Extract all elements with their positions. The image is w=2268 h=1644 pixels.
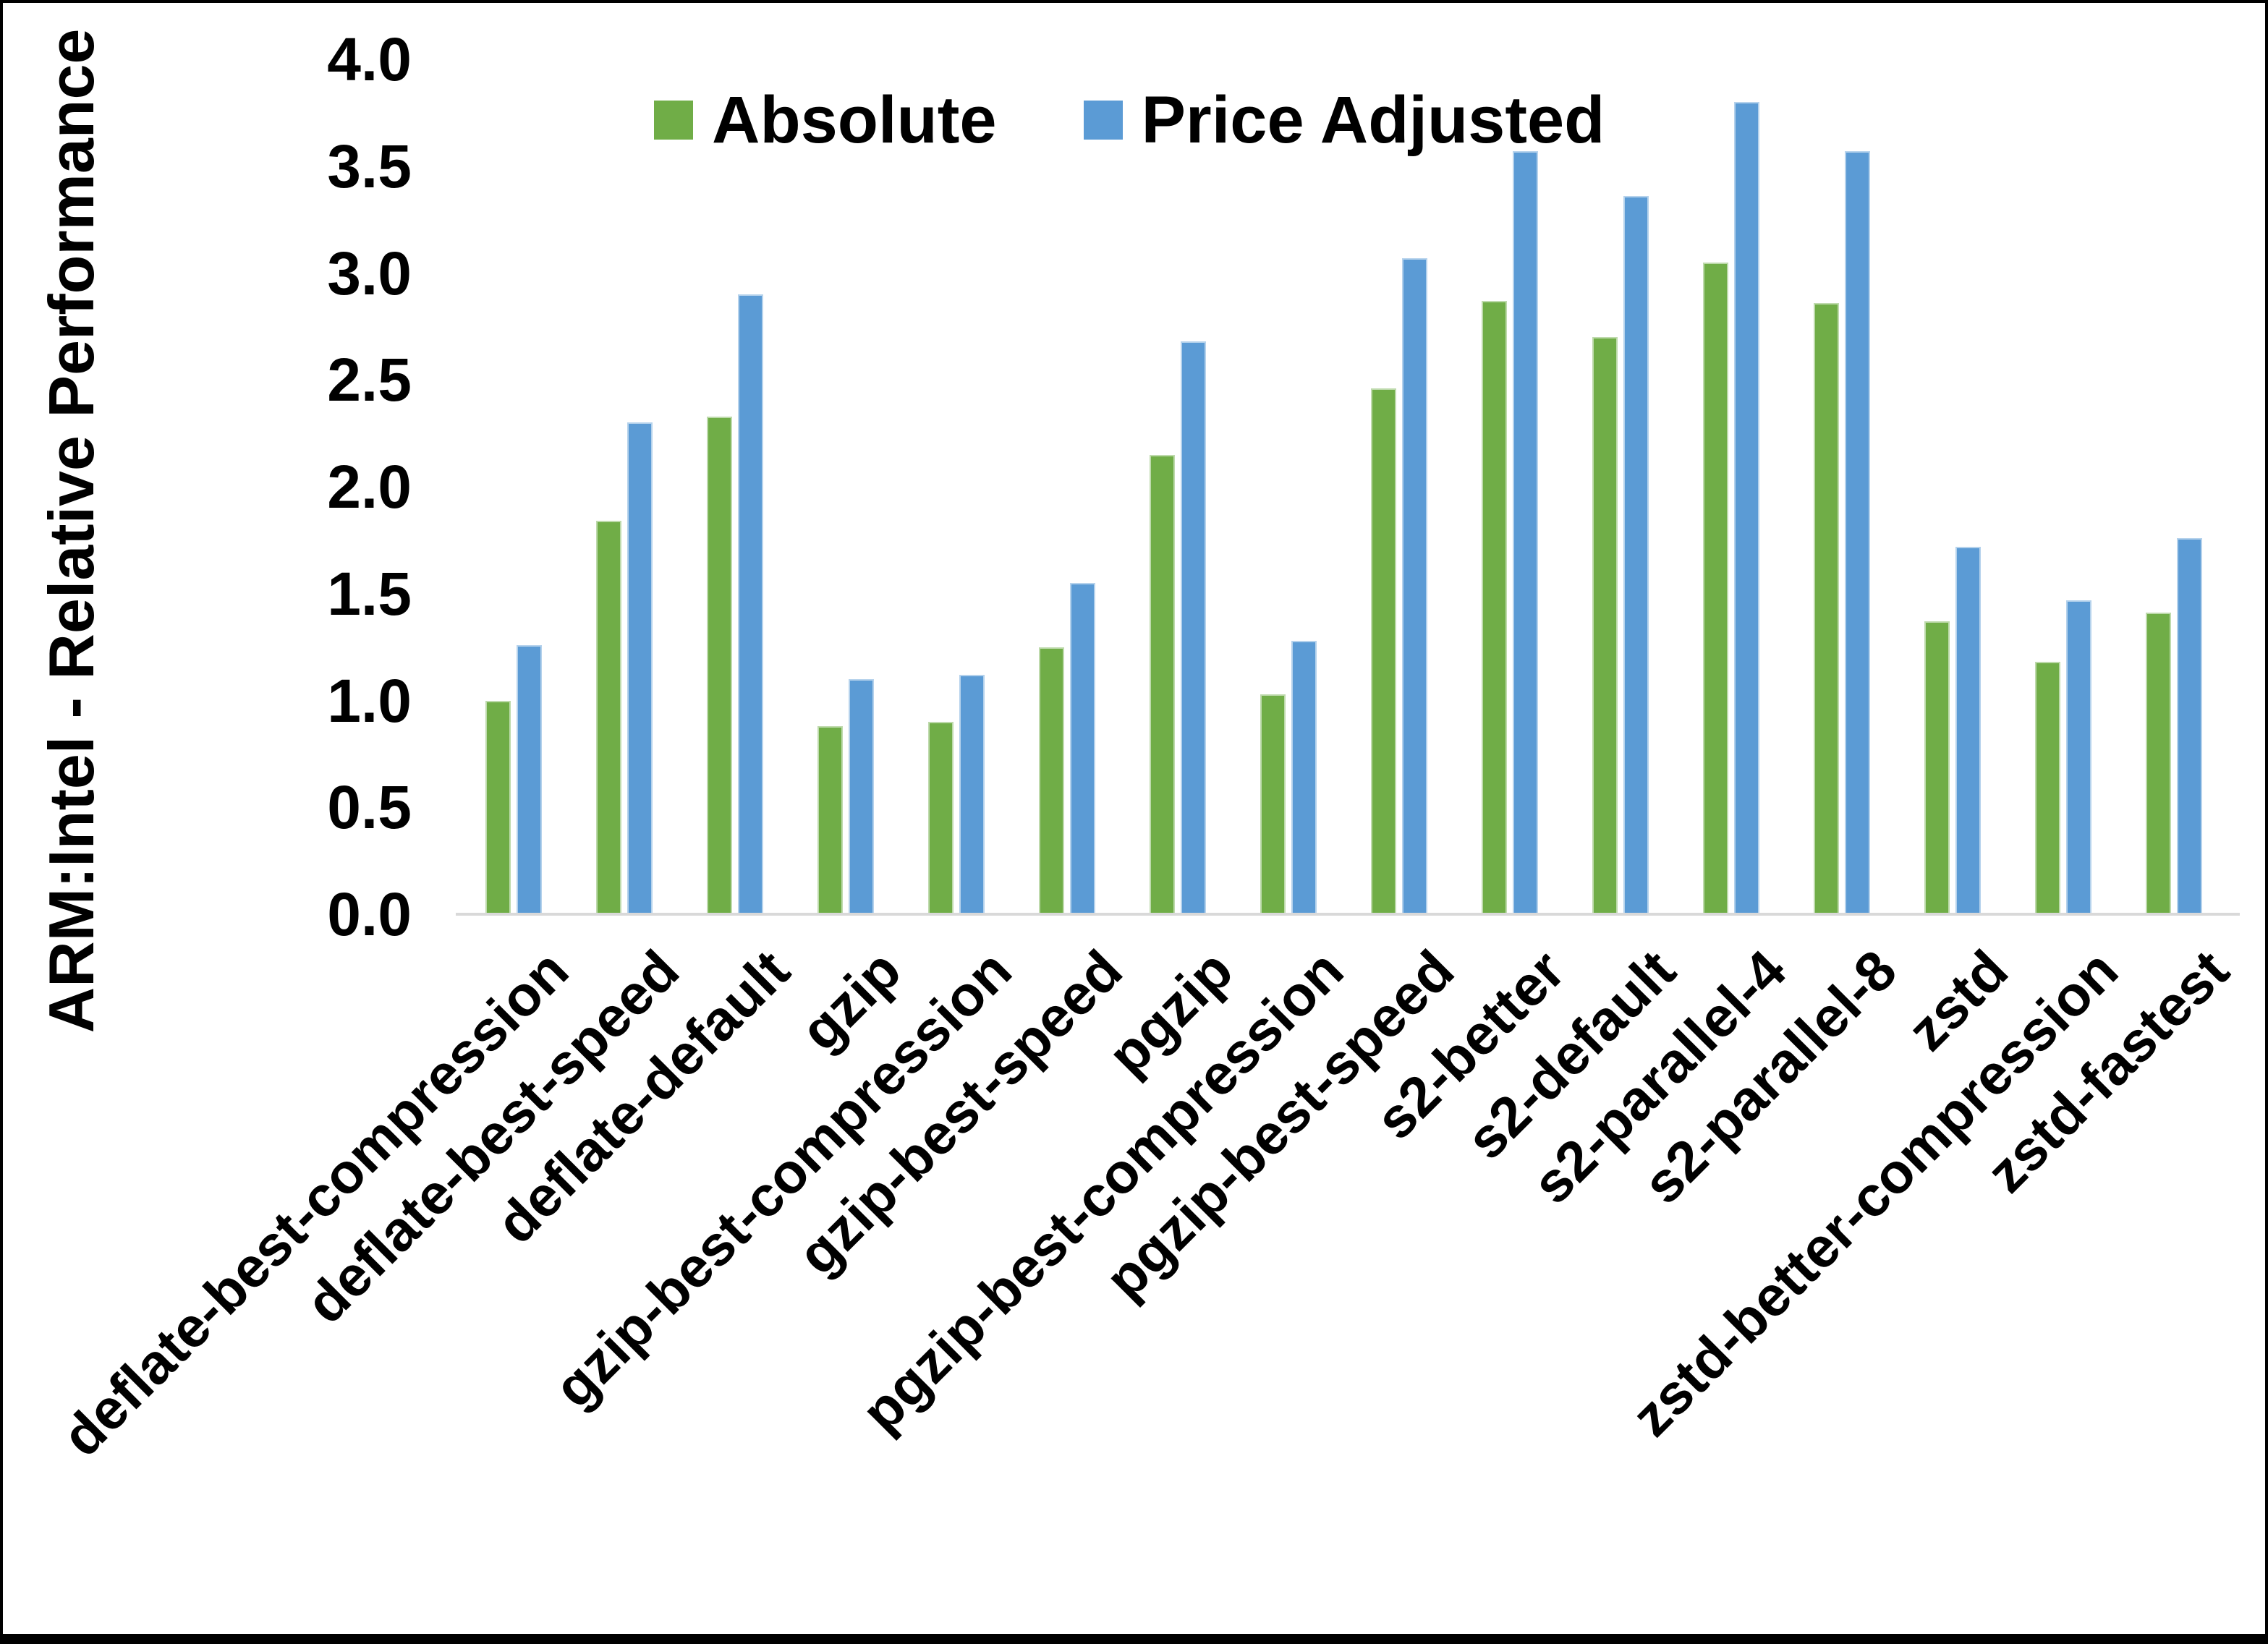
- bar-absolute-s2-parallel-4: [1702, 262, 1728, 914]
- y-tick-label-0.5: 0.5: [327, 773, 412, 842]
- bar-price-adjusted-pgzip-best-compression: [1291, 640, 1317, 914]
- bar-absolute-s2-better: [1481, 300, 1507, 914]
- y-tick-label-3.5: 3.5: [327, 132, 412, 200]
- bar-absolute-zstd-fastest: [2145, 613, 2171, 914]
- plot-area: [458, 59, 2229, 914]
- bar-absolute-zstd-better-compression: [2034, 662, 2060, 914]
- bar-price-adjusted-s2-better: [1512, 151, 1538, 914]
- bar-group-zstd-fastest: [2118, 59, 2229, 914]
- bar-price-adjusted-s2-parallel-8: [1844, 151, 1870, 914]
- bar-group-pgzip-best-compression: [1233, 59, 1343, 914]
- bar-absolute-gzip-best-compression: [927, 722, 954, 914]
- bar-price-adjusted-gzip-best-speed: [1069, 582, 1095, 914]
- bar-group-pgzip: [1122, 59, 1233, 914]
- bar-absolute-pgzip-best-speed: [1370, 388, 1396, 914]
- legend-swatch-absolute-icon: [654, 101, 693, 140]
- bar-group-gzip-best-speed: [1011, 59, 1122, 914]
- bar-price-adjusted-gzip-best-compression: [959, 675, 985, 914]
- bar-absolute-gzip-best-speed: [1038, 647, 1064, 914]
- bar-price-adjusted-zstd-better-compression: [2065, 600, 2091, 914]
- bar-absolute-deflate-best-compression: [485, 700, 511, 914]
- y-tick-label-4.0: 4.0: [327, 25, 412, 93]
- bar-absolute-gzip: [817, 725, 843, 914]
- bar-price-adjusted-pgzip-best-speed: [1401, 257, 1427, 914]
- bar-price-adjusted-zstd-fastest: [2176, 537, 2202, 914]
- bar-group-gzip-best-compression: [901, 59, 1011, 914]
- y-axis-title: ARM:Intel - Relative Performance: [35, 28, 107, 1034]
- x-axis-line: [456, 913, 2240, 916]
- y-tick-label-0.0: 0.0: [327, 880, 412, 948]
- legend-item-absolute: Absolute: [654, 82, 997, 158]
- bar-absolute-s2-parallel-8: [1813, 302, 1839, 914]
- y-tick-label-3.0: 3.0: [327, 239, 412, 307]
- legend: Absolute Price Adjusted: [654, 80, 1605, 161]
- bar-price-adjusted-deflate-best-compression: [516, 644, 542, 914]
- bar-group-deflate-default: [679, 59, 790, 914]
- bar-group-deflate-best-speed: [569, 59, 679, 914]
- bar-group-s2-default: [1565, 59, 1675, 914]
- bar-group-deflate-best-compression: [458, 59, 569, 914]
- legend-label-price-adjusted: Price Adjusted: [1141, 82, 1605, 157]
- legend-swatch-price-adjusted-icon: [1083, 101, 1123, 140]
- bar-absolute-s2-default: [1592, 337, 1618, 914]
- bar-group-zstd: [1897, 59, 2008, 914]
- bar-group-s2-better: [1454, 59, 1565, 914]
- bar-absolute-zstd: [1924, 621, 1950, 914]
- bar-price-adjusted-zstd: [1955, 546, 1981, 914]
- legend-label-absolute: Absolute: [712, 82, 997, 157]
- y-tick-label-1.5: 1.5: [327, 559, 412, 628]
- bar-group-pgzip-best-speed: [1343, 59, 1454, 914]
- bar-price-adjusted-s2-parallel-4: [1733, 102, 1759, 914]
- y-tick-label-2.5: 2.5: [327, 346, 412, 414]
- bar-group-s2-parallel-8: [1786, 59, 1897, 914]
- bar-group-gzip: [790, 59, 901, 914]
- bar-group-zstd-better-compression: [2008, 59, 2118, 914]
- bar-group-s2-parallel-4: [1675, 59, 1786, 914]
- bar-price-adjusted-deflate-default: [737, 294, 763, 914]
- bar-price-adjusted-deflate-best-speed: [627, 422, 653, 914]
- bar-absolute-deflate-best-speed: [595, 521, 621, 914]
- bar-absolute-deflate-default: [706, 416, 732, 914]
- legend-item-price-adjusted: Price Adjusted: [1083, 82, 1605, 158]
- bar-price-adjusted-pgzip: [1180, 341, 1206, 914]
- bar-absolute-pgzip-best-compression: [1260, 694, 1286, 914]
- y-tick-label-1.0: 1.0: [327, 666, 412, 735]
- bar-absolute-pgzip: [1149, 454, 1175, 914]
- bar-price-adjusted-gzip: [848, 678, 874, 914]
- y-tick-label-2.0: 2.0: [327, 453, 412, 521]
- bar-price-adjusted-s2-default: [1623, 196, 1649, 914]
